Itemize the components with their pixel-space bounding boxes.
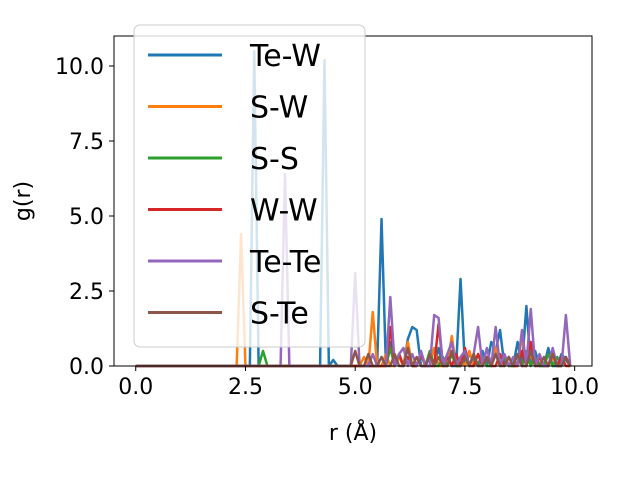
y-tick-label: 5.0	[69, 205, 104, 230]
x-tick-label: 7.5	[447, 375, 482, 400]
y-axis-label: g(r)	[11, 181, 36, 221]
legend-label-te-w: Te-W	[249, 39, 321, 74]
y-tick-label: 10.0	[55, 55, 104, 80]
x-axis: 0.0 2.5 5.0 7.5 10.0	[118, 366, 599, 400]
legend-label-s-s: S-S	[250, 142, 299, 177]
legend-label-s-te: S-Te	[250, 297, 309, 332]
x-tick-label: 5.0	[338, 375, 373, 400]
x-axis-label: r (Å)	[329, 419, 377, 446]
y-tick-label: 7.5	[69, 130, 104, 155]
x-tick-label: 2.5	[228, 375, 263, 400]
legend-label-w-w: W-W	[250, 194, 318, 229]
x-tick-label: 0.0	[118, 375, 153, 400]
y-tick-label: 0.0	[69, 355, 104, 380]
legend-label-s-w: S-W	[250, 91, 308, 126]
legend-label-te-te: Te-Te	[249, 245, 321, 280]
y-tick-label: 2.5	[69, 280, 104, 305]
y-axis: 0.0 2.5 5.0 7.5 10.0	[55, 55, 114, 380]
legend: Te-W S-W S-S W-W Te-Te S-Te	[133, 24, 366, 348]
x-tick-label: 10.0	[550, 375, 599, 400]
